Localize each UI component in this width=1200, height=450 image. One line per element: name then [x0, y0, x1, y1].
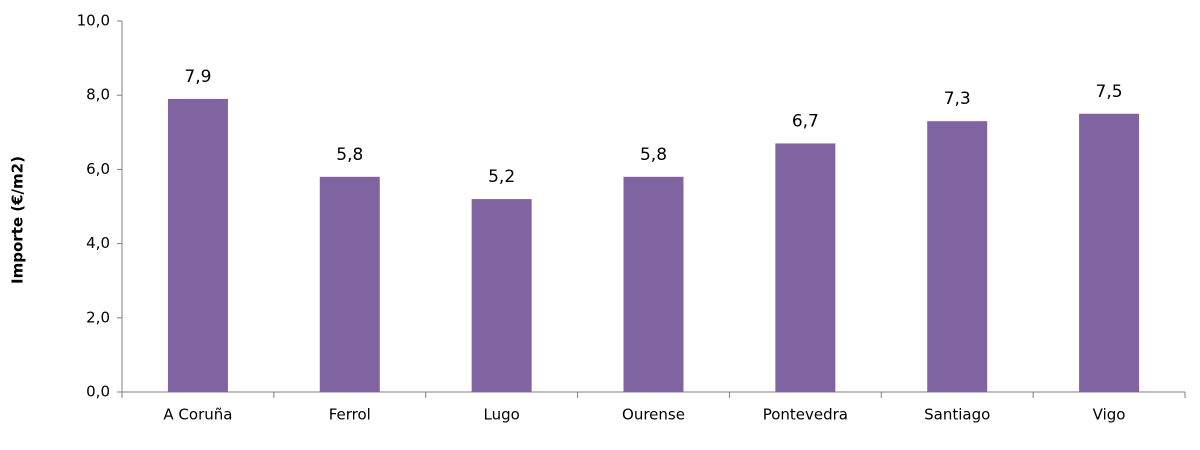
- value-label: 7,5: [1096, 82, 1123, 102]
- bar: [471, 199, 532, 392]
- y-axis-label: Importe (€/m2): [9, 156, 27, 284]
- x-tick-label: Santiago: [924, 406, 990, 424]
- y-tick-label: 2,0: [86, 308, 110, 326]
- x-tick-label: A Coruña: [163, 406, 232, 424]
- x-tick-label: Ourense: [622, 406, 685, 424]
- y-tick-label: 0,0: [86, 383, 110, 401]
- y-tick-label: 4,0: [86, 234, 110, 252]
- value-label: 6,7: [792, 111, 819, 131]
- bar: [319, 176, 380, 392]
- value-label: 7,3: [944, 89, 971, 109]
- bar: [167, 98, 228, 392]
- y-tick-label: 10,0: [77, 12, 110, 30]
- value-label: 5,8: [336, 145, 363, 165]
- bar: [1079, 113, 1140, 392]
- y-tick-label: 6,0: [86, 160, 110, 178]
- x-tick-label: Pontevedra: [763, 406, 848, 424]
- x-tick-label: Ferrol: [329, 406, 371, 424]
- value-label: 5,2: [488, 167, 515, 187]
- x-tick-label: Lugo: [483, 406, 519, 424]
- value-label: 5,8: [640, 145, 667, 165]
- x-tick-label: Vigo: [1093, 406, 1126, 424]
- value-label: 7,9: [184, 67, 211, 87]
- bar: [623, 176, 684, 392]
- bar: [927, 121, 988, 393]
- bar: [775, 143, 836, 392]
- y-tick-label: 8,0: [86, 86, 110, 104]
